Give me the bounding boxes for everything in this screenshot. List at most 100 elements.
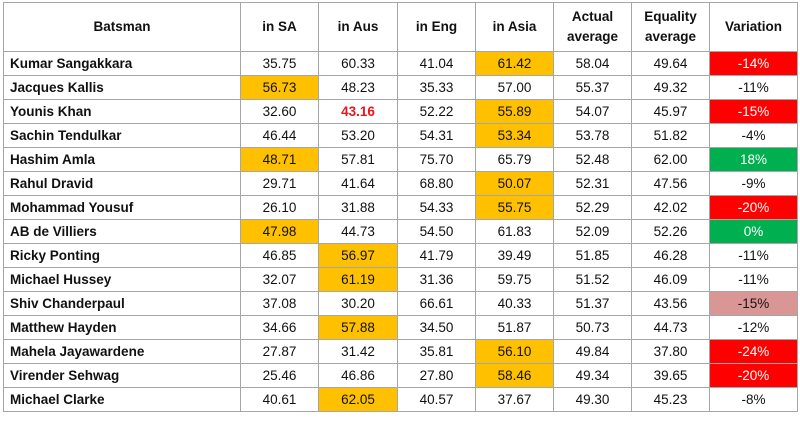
- variation: -11%: [709, 267, 798, 292]
- avg-in-sa: 47.98: [240, 219, 319, 244]
- avg-in-sa: 37.08: [240, 291, 319, 316]
- table-row: Jacques Kallis 56.73 48.23 35.33 57.00 5…: [3, 75, 798, 100]
- variation: -15%: [709, 291, 798, 316]
- avg-in-asia: 59.75: [475, 267, 554, 292]
- avg-in-sa: 29.71: [240, 171, 319, 196]
- batsman-name: Hashim Amla: [3, 147, 241, 172]
- avg-in-asia: 65.79: [475, 147, 554, 172]
- variation: 0%: [709, 219, 798, 244]
- avg-in-asia: 58.46: [475, 363, 554, 388]
- batsman-name: Jacques Kallis: [3, 75, 241, 100]
- header-in-sa: in SA: [240, 2, 319, 52]
- actual-average: 53.78: [553, 123, 632, 148]
- header-variation: Variation: [709, 2, 798, 52]
- table-row: Rahul Dravid 29.71 41.64 68.80 50.07 52.…: [3, 171, 798, 196]
- equality-average: 51.82: [631, 123, 710, 148]
- table-row: Kumar Sangakkara 35.75 60.33 41.04 61.42…: [3, 51, 798, 76]
- equality-average: 44.73: [631, 315, 710, 340]
- actual-average: 58.04: [553, 51, 632, 76]
- batsman-name: Virender Sehwag: [3, 363, 241, 388]
- table-row: Younis Khan 32.60 43.16 52.22 55.89 54.0…: [3, 99, 798, 124]
- avg-in-asia: 61.83: [475, 219, 554, 244]
- actual-average: 52.09: [553, 219, 632, 244]
- avg-in-sa: 32.60: [240, 99, 319, 124]
- table-row: Virender Sehwag 25.46 46.86 27.80 58.46 …: [3, 363, 798, 388]
- table-row: Mohammad Yousuf 26.10 31.88 54.33 55.75 …: [3, 195, 798, 220]
- avg-in-sa: 27.87: [240, 339, 319, 364]
- batsman-name: Shiv Chanderpaul: [3, 291, 241, 316]
- avg-in-asia: 55.75: [475, 195, 554, 220]
- batsman-name: AB de Villiers: [3, 219, 241, 244]
- avg-in-eng: 52.22: [397, 99, 476, 124]
- equality-average: 46.28: [631, 243, 710, 268]
- avg-in-asia: 51.87: [475, 315, 554, 340]
- avg-in-eng: 54.50: [397, 219, 476, 244]
- avg-in-asia: 50.07: [475, 171, 554, 196]
- avg-in-aus: 43.16: [318, 99, 398, 124]
- variation: -12%: [709, 315, 798, 340]
- avg-in-sa: 25.46: [240, 363, 319, 388]
- actual-average: 54.07: [553, 99, 632, 124]
- avg-in-aus: 57.88: [318, 315, 398, 340]
- avg-in-sa: 35.75: [240, 51, 319, 76]
- equality-average: 42.02: [631, 195, 710, 220]
- header-in-eng: in Eng: [397, 2, 476, 52]
- actual-average: 55.37: [553, 75, 632, 100]
- avg-in-asia: 61.42: [475, 51, 554, 76]
- avg-in-sa: 32.07: [240, 267, 319, 292]
- avg-in-asia: 40.33: [475, 291, 554, 316]
- avg-in-asia: 56.10: [475, 339, 554, 364]
- avg-in-eng: 31.36: [397, 267, 476, 292]
- equality-average: 37.80: [631, 339, 710, 364]
- variation: -24%: [709, 339, 798, 364]
- avg-in-asia: 53.34: [475, 123, 554, 148]
- avg-in-eng: 75.70: [397, 147, 476, 172]
- actual-average: 49.84: [553, 339, 632, 364]
- batsman-name: Kumar Sangakkara: [3, 51, 241, 76]
- avg-in-sa: 48.71: [240, 147, 319, 172]
- table-row: AB de Villiers 47.98 44.73 54.50 61.83 5…: [3, 219, 798, 244]
- equality-average: 45.97: [631, 99, 710, 124]
- table-row: Michael Hussey 32.07 61.19 31.36 59.75 5…: [3, 267, 798, 292]
- equality-average: 49.64: [631, 51, 710, 76]
- batsman-name: Mohammad Yousuf: [3, 195, 241, 220]
- avg-in-aus: 48.23: [318, 75, 398, 100]
- header-in-asia: in Asia: [475, 2, 554, 52]
- equality-average: 43.56: [631, 291, 710, 316]
- avg-in-asia: 57.00: [475, 75, 554, 100]
- avg-in-eng: 68.80: [397, 171, 476, 196]
- avg-in-aus: 46.86: [318, 363, 398, 388]
- variation: 18%: [709, 147, 798, 172]
- equality-average: 47.56: [631, 171, 710, 196]
- avg-in-aus: 44.73: [318, 219, 398, 244]
- avg-in-aus: 62.05: [318, 387, 398, 412]
- batsman-name: Sachin Tendulkar: [3, 123, 241, 148]
- variation: -14%: [709, 51, 798, 76]
- avg-in-eng: 35.33: [397, 75, 476, 100]
- actual-average: 51.52: [553, 267, 632, 292]
- table-row: Shiv Chanderpaul 37.08 30.20 66.61 40.33…: [3, 291, 798, 316]
- avg-in-aus: 53.20: [318, 123, 398, 148]
- avg-in-asia: 39.49: [475, 243, 554, 268]
- equality-average: 52.26: [631, 219, 710, 244]
- avg-in-asia: 55.89: [475, 99, 554, 124]
- avg-in-aus: 41.64: [318, 171, 398, 196]
- avg-in-sa: 34.66: [240, 315, 319, 340]
- header-equality-average: Equality average: [631, 2, 710, 52]
- avg-in-eng: 54.31: [397, 123, 476, 148]
- variation: -9%: [709, 171, 798, 196]
- table-row: Matthew Hayden 34.66 57.88 34.50 51.87 5…: [3, 315, 798, 340]
- actual-average: 51.85: [553, 243, 632, 268]
- batting-averages-table: Batsman in SA in Aus in Eng in Asia Actu…: [3, 2, 798, 412]
- avg-in-eng: 40.57: [397, 387, 476, 412]
- avg-in-eng: 41.79: [397, 243, 476, 268]
- avg-in-eng: 41.04: [397, 51, 476, 76]
- batsman-name: Ricky Ponting: [3, 243, 241, 268]
- actual-average: 52.29: [553, 195, 632, 220]
- avg-in-aus: 60.33: [318, 51, 398, 76]
- avg-in-aus: 31.42: [318, 339, 398, 364]
- variation: -20%: [709, 363, 798, 388]
- equality-average: 46.09: [631, 267, 710, 292]
- avg-in-aus: 57.81: [318, 147, 398, 172]
- actual-average: 49.34: [553, 363, 632, 388]
